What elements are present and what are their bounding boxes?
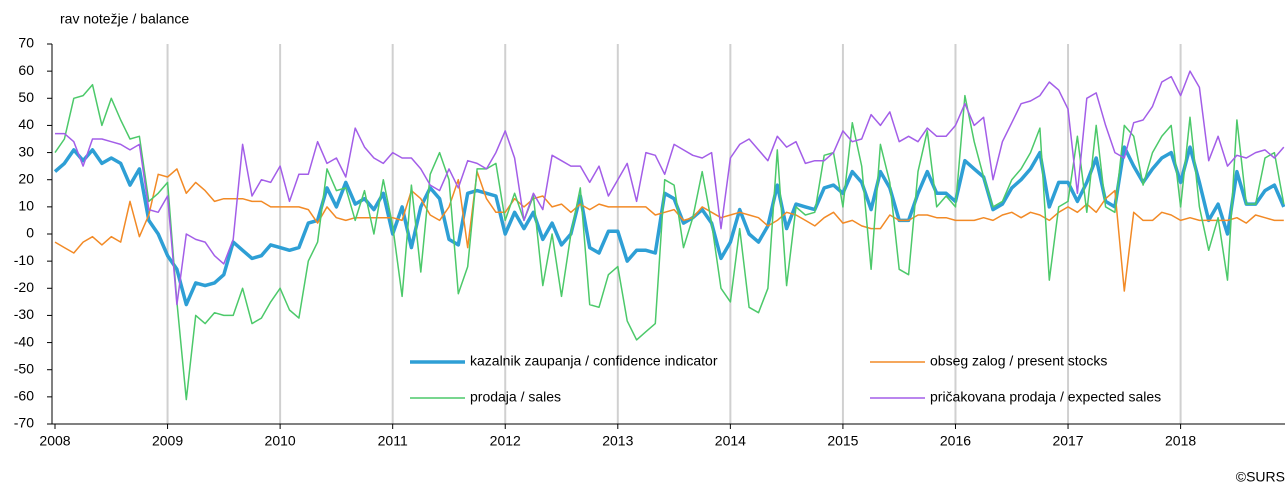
x-tick-label: 2017 [1052,433,1083,449]
x-tick-label: 2009 [152,433,183,449]
y-tick-label: -50 [14,360,34,376]
x-tick-label: 2013 [602,433,633,449]
legend-label: prodaja / sales [470,389,561,405]
x-tick-label: 2008 [39,433,70,449]
y-tick-label: 70 [18,35,34,51]
x-tick-label: 2015 [827,433,858,449]
y-tick-label: 0 [26,225,34,241]
x-tick-label: 2016 [940,433,971,449]
x-tick-label: 2012 [490,433,521,449]
source: ©SURS [1236,469,1285,485]
y-tick-label: 40 [18,116,34,132]
x-tick-label: 2018 [1165,433,1196,449]
y-tick-label: -30 [14,306,34,322]
y-tick-label: 60 [18,62,34,78]
x-tick-label: 2014 [715,433,746,449]
legend-label: obseg zalog / present stocks [930,353,1107,369]
y-tick-label: -20 [14,279,34,295]
x-tick-label: 2011 [378,433,408,449]
y-tick-label: -10 [14,252,34,268]
y-tick-label: 10 [18,198,34,214]
y-tick-label: 30 [18,143,34,159]
y-tick-label: -40 [14,333,34,349]
y-tick-label: 20 [18,170,34,186]
legend-label: pričakovana prodaja / expected sales [930,389,1161,405]
chart-title: rav notežje / balance [60,11,189,27]
legend-label: kazalnik zaupanja / confidence indicator [470,353,718,369]
y-tick-label: 50 [18,89,34,105]
y-tick-label: -60 [14,388,34,404]
x-tick-label: 2010 [265,433,296,449]
series-line [55,70,1285,306]
series-line [54,83,1285,401]
y-tick-label: -70 [14,415,34,431]
series-line [54,168,1284,292]
series-line [53,145,1285,307]
